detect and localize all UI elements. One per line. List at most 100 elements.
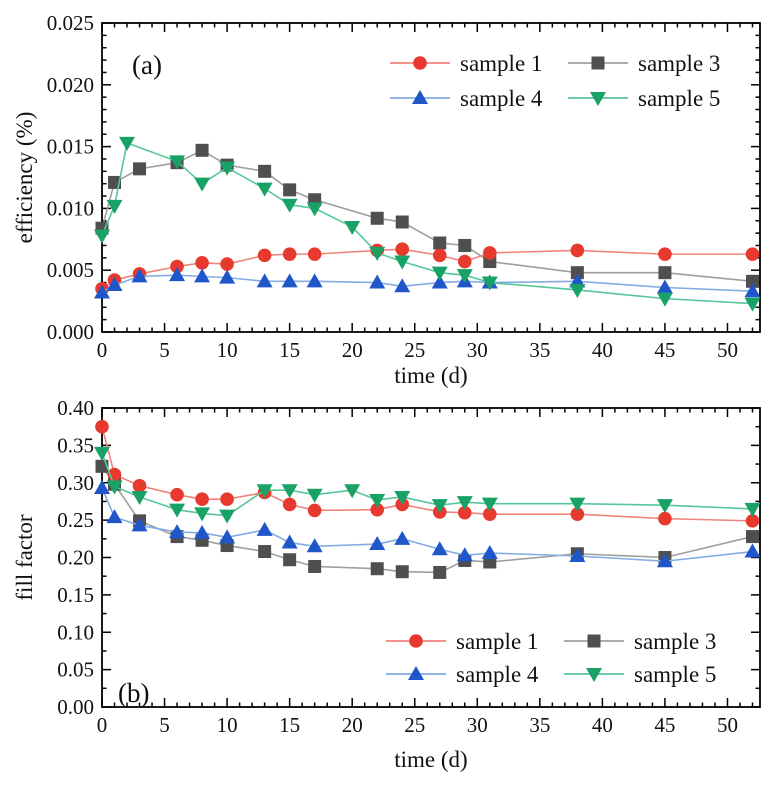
series-line [101, 141, 753, 305]
x-tick-label: 0 [97, 338, 108, 362]
legend-label: sample 1 [460, 51, 542, 76]
data-point-marker [433, 236, 447, 250]
data-point-marker [456, 547, 473, 562]
data-point-marker [482, 507, 497, 521]
data-point-marker [395, 242, 410, 256]
data-point-marker [433, 565, 447, 579]
y-tick-label: 0.30 [57, 471, 94, 495]
panel-letter: (b) [118, 678, 149, 708]
x-tick-label: 30 [467, 338, 488, 362]
data-point-marker [94, 479, 110, 494]
legend-label: sample 5 [634, 662, 716, 687]
y-tick-label: 0.10 [57, 620, 94, 644]
y-tick-label: 0.00 [57, 695, 94, 719]
series-sample-3 [95, 143, 759, 288]
y-tick-label: 0.35 [57, 433, 94, 457]
series-line [101, 426, 753, 522]
data-point-marker [169, 524, 186, 539]
x-tick-label: 20 [342, 338, 363, 362]
data-point-marker [306, 488, 323, 503]
data-point-marker [569, 273, 586, 288]
data-point-marker [570, 266, 584, 280]
legend: sample 1 sample 3 sample 4 sample 5 [386, 629, 716, 687]
y-tick-label: 0.15 [57, 583, 94, 607]
data-point-marker [656, 499, 673, 514]
data-point-marker [369, 536, 386, 551]
y-tick-label: 0.025 [47, 11, 94, 35]
data-point-marker [307, 247, 322, 261]
legend-marker [591, 56, 605, 70]
data-point-marker [370, 562, 384, 576]
data-point-marker [369, 493, 386, 508]
x-tick-label: 40 [592, 713, 613, 737]
data-point-marker [283, 183, 297, 197]
y-tick-label: 0.40 [57, 396, 94, 420]
data-point-marker [170, 487, 184, 502]
data-point-marker [431, 266, 448, 281]
data-point-marker [745, 274, 759, 288]
data-point-marker [458, 238, 472, 252]
data-point-marker [281, 534, 298, 549]
data-point-marker [256, 484, 273, 499]
data-point-marker [170, 259, 184, 274]
data-point-marker [194, 268, 211, 283]
x-tick-label: 20 [342, 713, 363, 737]
data-point-marker [94, 229, 110, 244]
data-point-marker [370, 502, 385, 517]
data-point-marker [282, 497, 297, 512]
data-point-marker [94, 284, 110, 299]
legend-label: sample 4 [460, 86, 543, 111]
data-point-marker [744, 283, 761, 298]
y-tick-label: 0.05 [57, 658, 94, 682]
legend: sample 1 sample 3 sample 4 sample 5 [390, 51, 720, 111]
series-sample-5 [94, 446, 761, 524]
data-point-marker [258, 164, 272, 178]
legend-marker [590, 92, 606, 106]
data-point-marker [195, 255, 209, 270]
series-line [101, 452, 753, 517]
data-point-marker [431, 274, 448, 289]
x-tick-label: 25 [404, 338, 425, 362]
data-point-marker [194, 524, 211, 539]
series-sample-4 [94, 267, 761, 299]
data-point-marker [658, 247, 672, 261]
data-point-marker [131, 268, 148, 283]
data-point-marker [195, 143, 209, 157]
data-point-marker [219, 529, 236, 544]
data-point-marker [281, 198, 298, 213]
legend-marker [587, 634, 601, 648]
plot-frame [101, 22, 761, 333]
data-point-marker [456, 269, 473, 284]
y-axis-title: fill factor [12, 514, 37, 601]
data-point-marker [169, 155, 186, 170]
data-point-marker [306, 538, 323, 553]
panel-b-chart: 0 5 10 15 20 25 30 35 40 45 50 0.00 0.05 0.10 0.15 0.20… [12, 396, 761, 772]
data-point-marker [219, 161, 236, 176]
x-tick-label: 0 [97, 713, 108, 737]
x-tick-label: 35 [529, 713, 550, 737]
data-point-marker [745, 514, 760, 528]
data-point-marker [745, 530, 759, 544]
data-point-marker [220, 492, 234, 506]
data-point-marker [745, 247, 760, 261]
data-point-marker [394, 490, 411, 505]
data-point-marker [308, 559, 322, 573]
x-tick-label: 10 [217, 338, 238, 362]
data-point-marker [394, 530, 411, 545]
data-point-marker [281, 484, 298, 499]
panel-b: 0 5 10 15 20 25 30 35 40 45 50 0.00 0.05 0.10 0.15 0.20… [0, 396, 782, 792]
data-point-marker [744, 502, 761, 517]
data-point-marker [481, 545, 498, 560]
data-point-marker [106, 199, 123, 214]
data-point-marker [570, 243, 585, 258]
data-point-marker [457, 505, 472, 520]
data-point-marker [219, 269, 236, 284]
data-point-marker [344, 484, 361, 499]
data-point-marker [395, 215, 409, 229]
data-point-marker [344, 220, 361, 235]
x-tick-label: 40 [592, 338, 613, 362]
x-tick-label: 25 [404, 713, 425, 737]
x-tick-label: 50 [717, 338, 738, 362]
y-tick-label: 0.020 [47, 73, 94, 97]
